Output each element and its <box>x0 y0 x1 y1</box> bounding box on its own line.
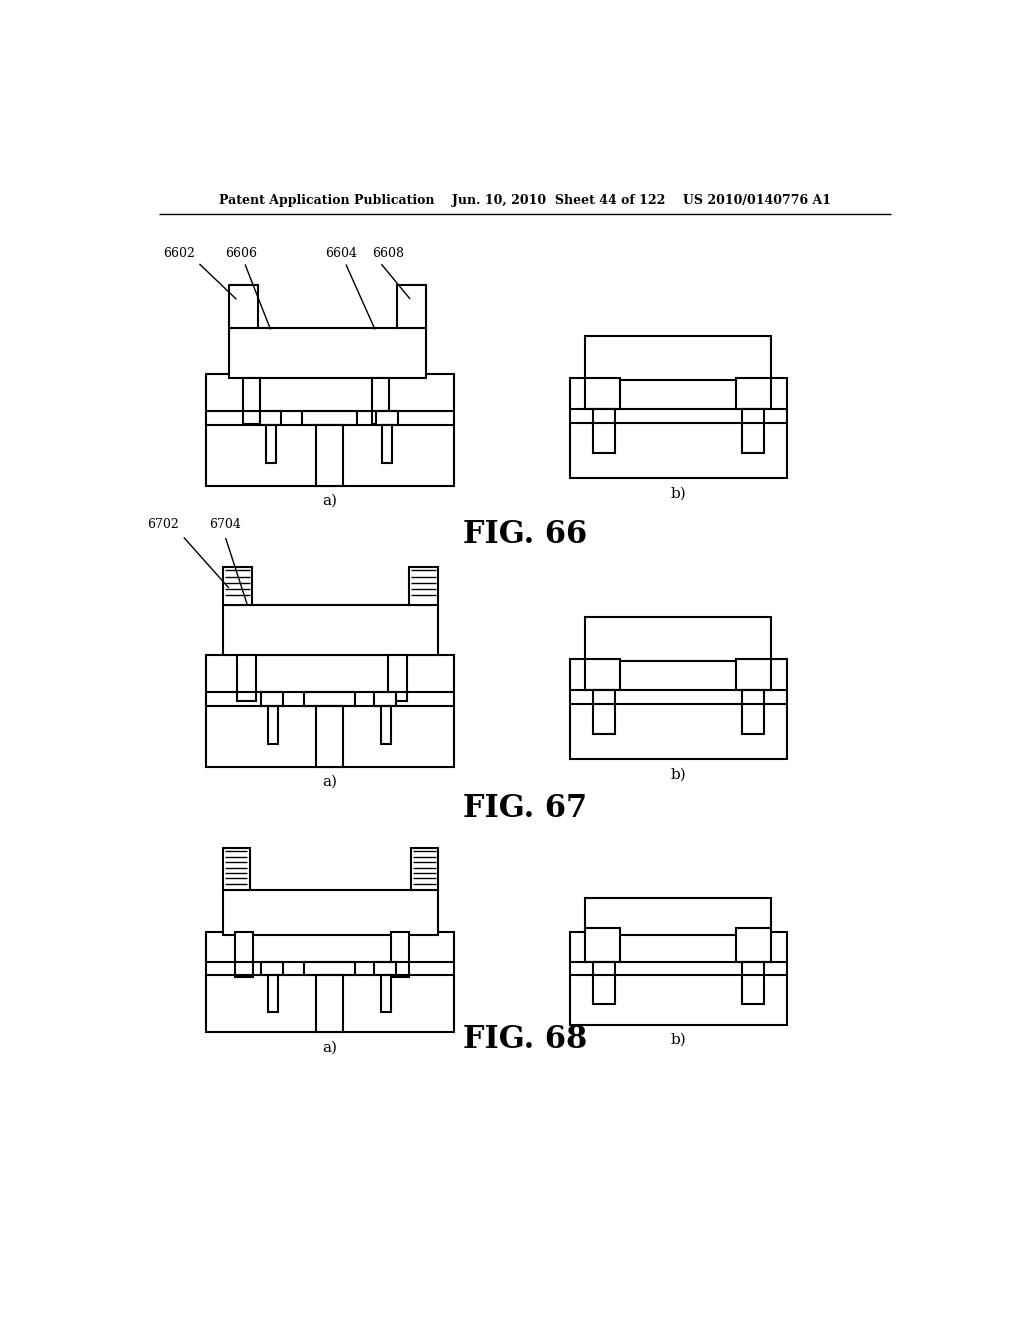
Bar <box>206 374 454 486</box>
Bar <box>409 566 438 605</box>
Text: b): b) <box>671 767 686 781</box>
Text: Patent Application Publication    Jun. 10, 2010  Sheet 44 of 122    US 2010/0140: Patent Application Publication Jun. 10, … <box>219 194 830 207</box>
Text: a): a) <box>322 1040 337 1055</box>
Bar <box>228 327 426 378</box>
Bar <box>586 335 771 380</box>
Text: 6608: 6608 <box>372 247 404 260</box>
Bar <box>375 961 396 974</box>
Bar <box>316 425 343 487</box>
Bar <box>411 847 438 890</box>
Bar <box>391 932 409 977</box>
Bar <box>569 932 786 1024</box>
Bar <box>222 847 250 890</box>
Bar <box>375 692 396 706</box>
Text: b): b) <box>671 1032 686 1047</box>
Bar <box>586 659 621 689</box>
Bar <box>397 285 426 327</box>
Bar <box>736 659 771 689</box>
Text: 6604: 6604 <box>326 247 357 260</box>
Bar <box>302 411 356 425</box>
Bar <box>267 706 278 744</box>
Bar <box>261 692 283 706</box>
Bar <box>741 689 764 734</box>
Bar <box>382 425 392 463</box>
Bar <box>260 411 282 425</box>
Bar <box>237 655 256 701</box>
Text: FIG. 68: FIG. 68 <box>463 1024 587 1055</box>
Text: FIG. 67: FIG. 67 <box>463 793 587 824</box>
Bar <box>266 425 276 463</box>
Bar <box>381 974 391 1011</box>
Bar <box>243 378 260 424</box>
Bar <box>741 409 764 453</box>
Text: a): a) <box>322 775 337 789</box>
Bar <box>586 616 771 661</box>
Bar <box>304 692 355 706</box>
Bar <box>593 961 614 1003</box>
Bar <box>569 378 786 478</box>
Bar <box>593 409 614 453</box>
Bar <box>267 974 278 1011</box>
Bar <box>372 378 389 424</box>
Bar <box>569 659 786 759</box>
Bar <box>206 932 454 1032</box>
Bar <box>316 706 343 767</box>
Bar <box>206 655 454 767</box>
Bar <box>222 566 252 605</box>
Bar <box>736 928 771 961</box>
Bar <box>593 689 614 734</box>
Text: 6602: 6602 <box>163 247 195 260</box>
Bar <box>261 961 283 974</box>
Bar <box>586 928 621 961</box>
Text: 6704: 6704 <box>209 517 242 531</box>
Bar <box>222 890 438 935</box>
Text: a): a) <box>322 494 337 508</box>
Text: b): b) <box>671 486 686 500</box>
Bar <box>741 961 764 1003</box>
Bar <box>228 285 258 327</box>
Text: 6702: 6702 <box>147 517 179 531</box>
Bar <box>586 378 621 409</box>
Bar <box>586 898 771 935</box>
Bar <box>222 605 438 655</box>
Text: 6606: 6606 <box>225 247 257 260</box>
Bar <box>736 378 771 409</box>
Bar <box>381 706 391 744</box>
Bar <box>376 411 397 425</box>
Bar <box>316 974 343 1032</box>
Bar <box>388 655 407 701</box>
Bar <box>304 961 355 974</box>
Bar <box>234 932 253 977</box>
Text: FIG. 66: FIG. 66 <box>463 519 587 550</box>
